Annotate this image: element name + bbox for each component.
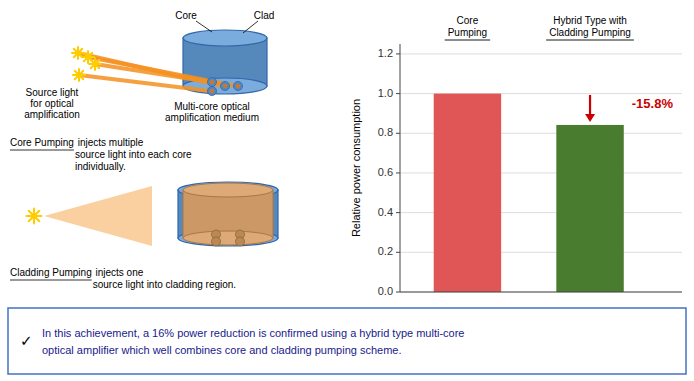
multicore-fiber	[183, 30, 267, 94]
y-tick-label: 0.6	[378, 166, 393, 178]
core-center	[210, 80, 214, 84]
y-tick	[396, 133, 400, 134]
core-label: Core	[175, 10, 197, 21]
footer-border	[8, 308, 686, 374]
x-axis	[400, 292, 682, 293]
category-label: Hybrid Type withCladding Pumping	[549, 15, 631, 38]
heading-underline	[10, 280, 92, 281]
y-tick-label: 1.2	[378, 47, 393, 59]
footer-text: In this achievement, a 16% power reducti…	[42, 327, 465, 356]
y-tick	[396, 93, 400, 94]
section-description: injects onesource light into cladding re…	[93, 267, 236, 290]
section-heading: Cladding Pumping	[10, 267, 92, 278]
footer-bullet: ✓	[20, 332, 33, 349]
heading-underline	[10, 150, 74, 151]
y-tick	[396, 252, 400, 253]
grid-line	[400, 292, 682, 293]
source-light-label: Source lightfor opticalamplification	[24, 87, 80, 120]
y-axis-label: Relative power consumption	[350, 99, 362, 237]
light-source	[89, 58, 101, 70]
core-center	[210, 89, 214, 93]
bar-chart: 0.0 0.2 0.4 0.6 0.8 1.0 1.2 Relative power cons…	[350, 15, 682, 297]
core-center	[236, 84, 240, 88]
y-tick-label: 0.4	[378, 206, 393, 218]
y-tick	[396, 292, 400, 293]
category-underline	[546, 40, 634, 41]
core	[208, 87, 217, 96]
leader-line	[243, 21, 258, 33]
grid-line	[400, 53, 682, 54]
core	[236, 237, 245, 246]
annotation-arrowhead	[585, 114, 595, 122]
bars	[434, 94, 624, 292]
medium-label: Multi-core opticalamplification medium	[165, 101, 259, 123]
annotation: -15.8%	[632, 96, 674, 111]
diagram: Core Clad Source lightfor opticalamplifica…	[10, 10, 278, 290]
light-source	[82, 51, 94, 63]
bar	[556, 125, 623, 292]
y-tick-label: 0.0	[378, 285, 393, 297]
core-center	[223, 84, 227, 88]
category-label: CorePumping	[448, 15, 487, 38]
light-source	[73, 69, 85, 81]
y-tick	[396, 53, 400, 54]
core	[212, 237, 221, 246]
section-description: injects multiplesource light into each c…	[75, 137, 192, 172]
hybrid-fiber	[178, 182, 278, 246]
bar	[434, 94, 501, 292]
y-axis	[400, 44, 401, 292]
footer: ✓ In this achievement, a 16% power reduct…	[8, 308, 686, 374]
core	[221, 82, 230, 91]
clad-label: Clad	[254, 10, 275, 21]
light-source	[27, 209, 42, 224]
y-tick-label: 0.8	[378, 126, 393, 138]
y-tick	[396, 212, 400, 213]
leader-line	[196, 21, 212, 32]
pump-beams	[78, 53, 236, 91]
pump-cone	[44, 186, 152, 246]
core	[208, 78, 217, 87]
y-tick-label: 1.0	[378, 87, 393, 99]
annotation-arrow	[589, 95, 591, 115]
section-heading: Core Pumping	[10, 137, 74, 148]
core	[234, 82, 243, 91]
category-underline	[445, 40, 490, 41]
figure: Core Clad Source lightfor opticalamplifica…	[0, 0, 694, 381]
y-tick-label: 0.2	[378, 245, 393, 257]
y-tick	[396, 172, 400, 173]
